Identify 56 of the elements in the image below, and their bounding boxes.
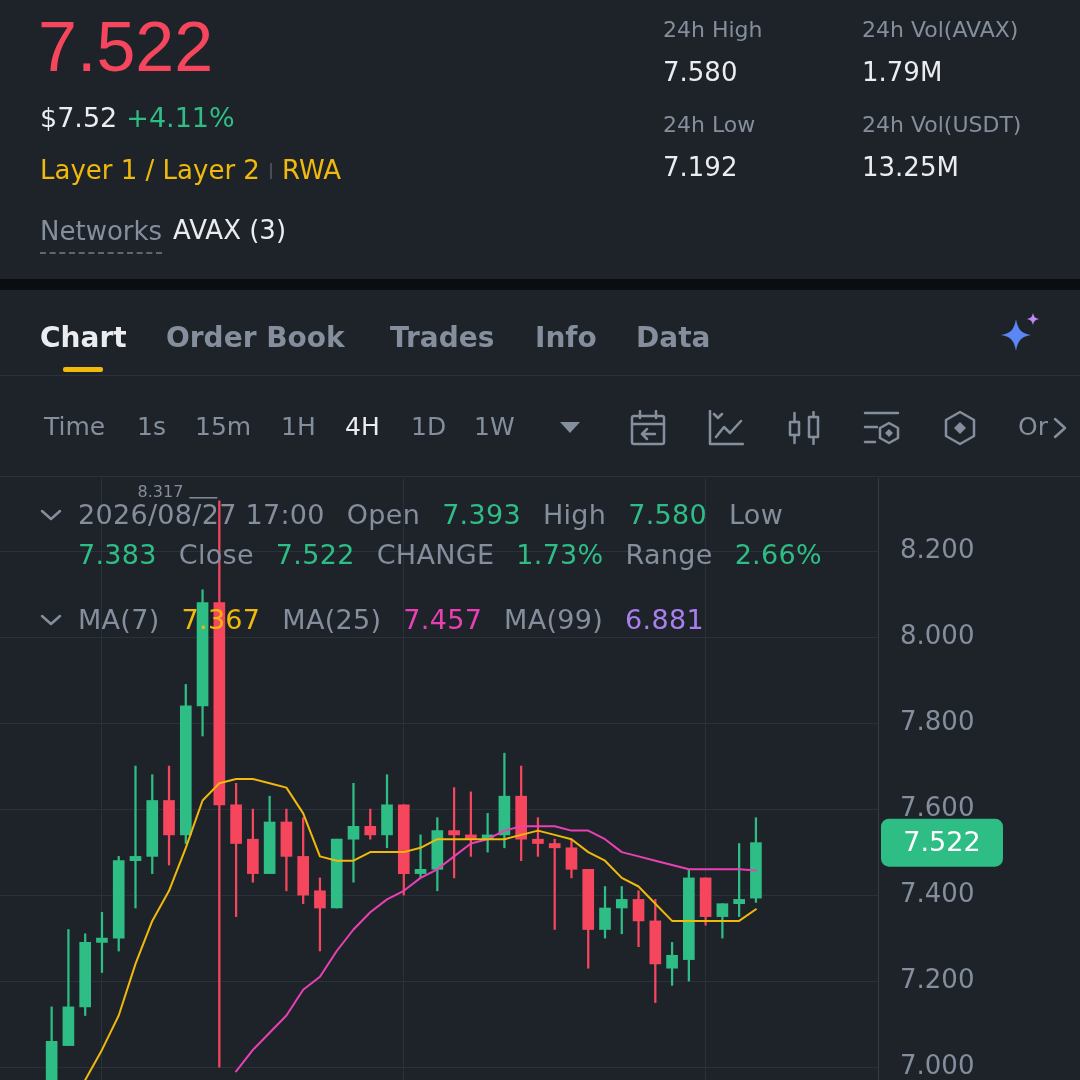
y-tick-label: 7.800 [900,705,975,736]
text: 1H [281,412,316,442]
text: 15m [195,412,252,442]
text: 24h High [663,16,763,44]
y-tick-label: 7.200 [900,963,975,994]
text: Data [636,321,711,355]
candlestick [129,765,142,909]
text: 7.522 [38,7,214,88]
text: Chart [40,321,127,355]
annotation: 2.66% [734,539,822,570]
y-tick-label: 7.000 [900,1049,975,1080]
y-tick-label: 7.400 [900,877,975,908]
text: 7.580 [663,57,738,89]
text: 1s [137,412,166,442]
text: +4.11% [126,101,235,135]
text: Trades [390,321,495,355]
annotation: 6.881 [625,604,704,635]
text: AVAX (3) [173,215,287,247]
annotation: CHANGE [376,539,495,570]
annotation: MA(99) [504,604,604,635]
annotation: 1.73% [516,539,604,570]
y-tick-label: 8.200 [900,533,975,564]
text: 13.25M [862,152,959,184]
text: Time [44,412,106,442]
y-tick-label: 8.000 [900,619,975,650]
annotation: 7.580 [628,499,707,530]
text: Layer 1 / Layer 2 [40,155,260,187]
annotation: 7.383 [78,539,157,570]
annotation: Open [346,499,421,530]
text: 4H [345,412,380,442]
candlestick [414,834,427,879]
annotation: MA(25) [282,604,382,635]
text: 7.192 [663,152,738,184]
text: 24h Vol(AVAX) [862,16,1019,44]
text: 1.79M [862,57,943,89]
text: 1D [411,412,447,442]
text: 24h Vol(USDT) [862,111,1022,139]
annotation: 7.522 [275,539,355,570]
annotation: MA(7) [78,604,160,635]
candlestick [347,782,360,883]
text: Networks [40,216,163,254]
text: 24h Low [663,111,756,139]
annotation: 7.457 [403,604,483,635]
text: Or [1018,412,1048,442]
text: 1W [474,412,515,442]
annotation: Low [729,499,784,530]
text: RWA [281,155,341,187]
annotation: Range [625,539,713,570]
text: Info [535,321,597,355]
text: $7.52 [40,101,118,135]
annotation: 7.393 [442,499,521,530]
y-tick-label: 7.600 [900,791,975,822]
text: Order Book [166,321,345,355]
annotation: High [542,499,607,530]
annotation: 8.317 [137,481,184,501]
text: 7.522 [903,825,981,857]
